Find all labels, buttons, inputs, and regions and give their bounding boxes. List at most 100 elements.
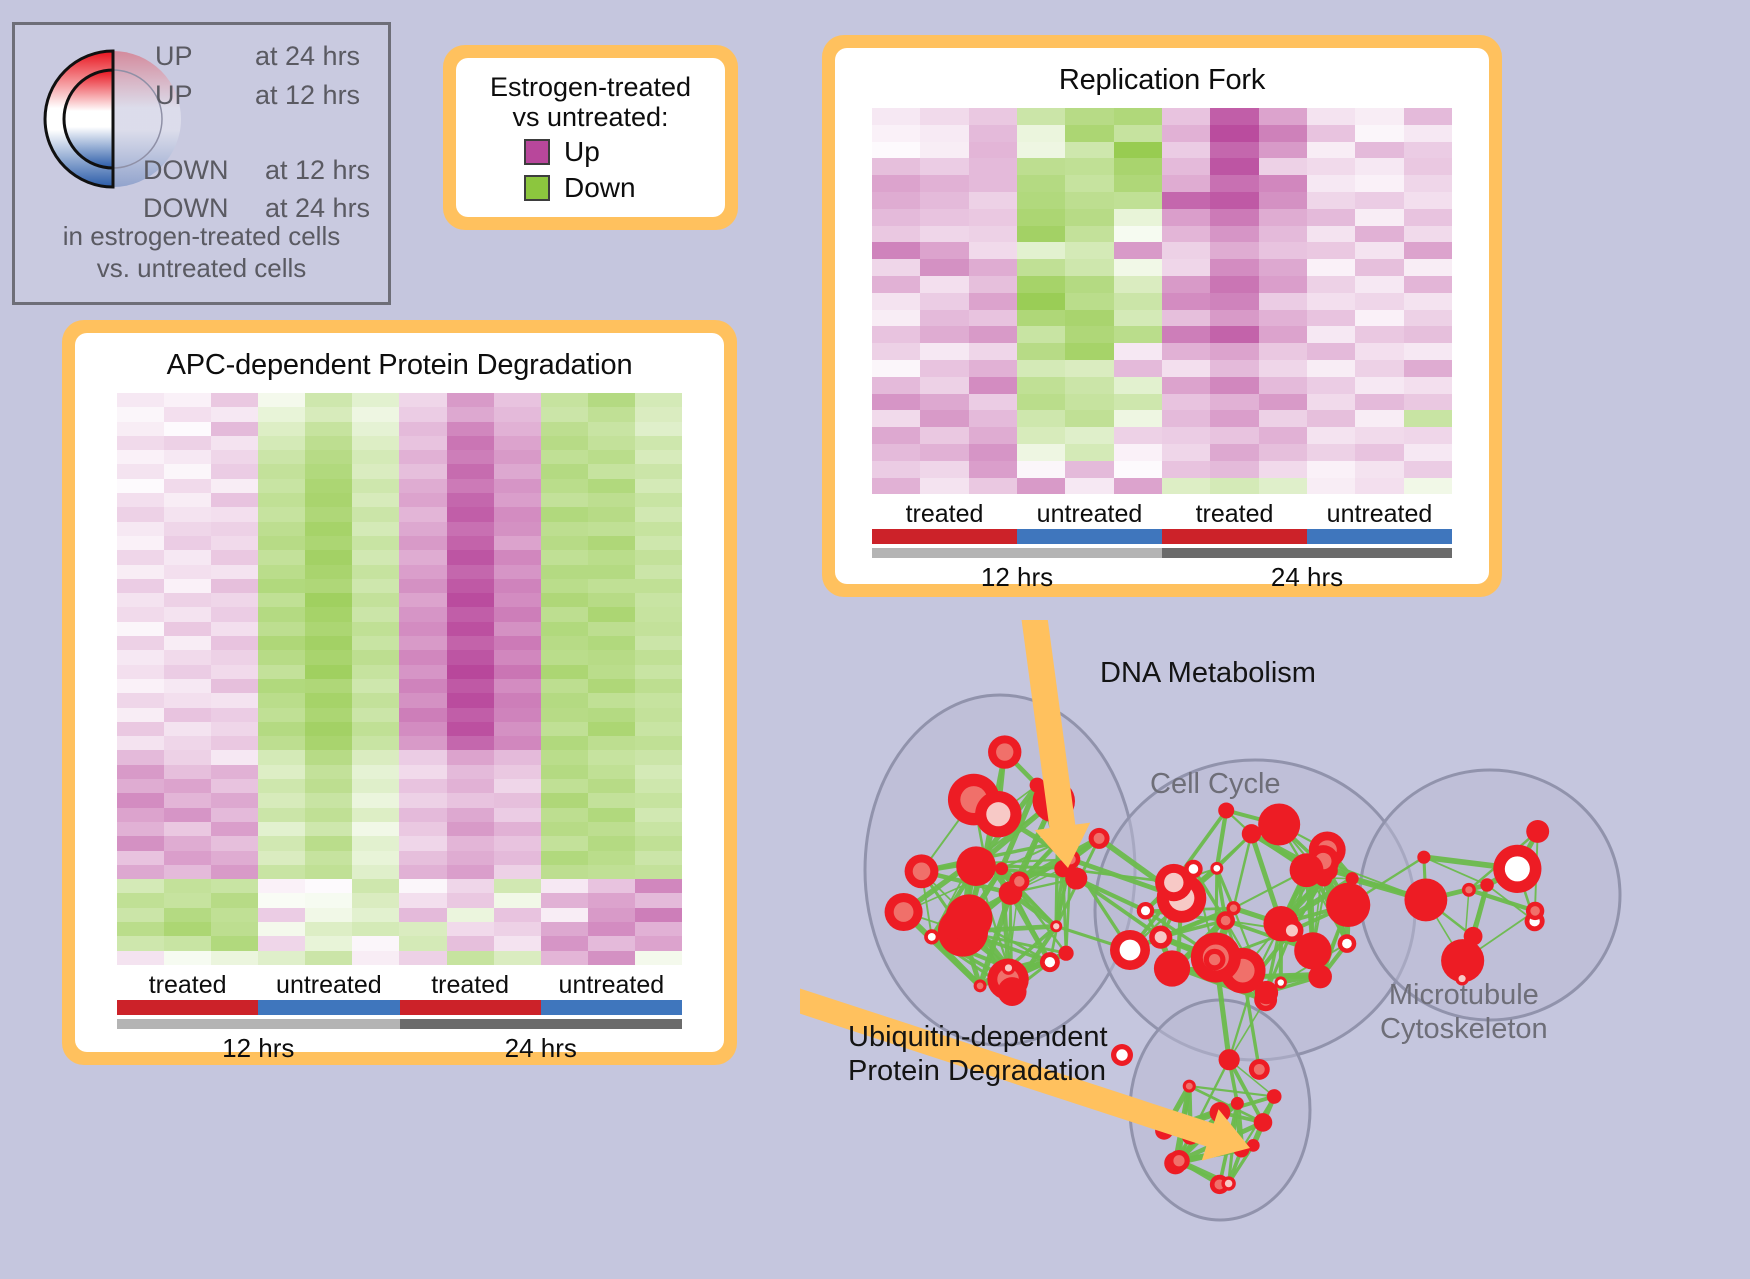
network-node[interactable] [1088,827,1110,849]
network-node[interactable] [1258,803,1301,846]
heatmap-cell [872,208,921,226]
legend-heading-line2: vs untreated: [512,102,669,133]
network-node[interactable] [1280,919,1304,943]
network-node[interactable] [1136,901,1155,920]
network-node[interactable] [1009,871,1030,892]
heatmap-cell [493,721,541,737]
heatmap-cell [258,493,306,508]
network-node[interactable] [1326,882,1371,928]
network-node[interactable] [1266,1089,1282,1104]
heatmap-cell [493,921,541,937]
heatmap-cell [446,435,494,451]
network-node[interactable] [1248,1058,1270,1080]
network-node[interactable] [1337,934,1357,953]
network-node[interactable] [1525,901,1545,921]
heatmap-cell [117,393,165,408]
network-node[interactable] [1526,819,1550,843]
heatmap-cell [493,493,541,508]
network-node[interactable] [975,791,1022,838]
heatmap-cell [920,460,969,478]
network-node[interactable] [1065,867,1088,890]
heatmap-cell [399,464,447,479]
heatmap-cell [305,821,353,837]
heatmap-cell [1065,326,1114,344]
network-node[interactable] [1182,1079,1196,1093]
heatmap-cell [1016,343,1066,360]
network-node[interactable] [1111,1044,1133,1066]
network-node[interactable] [1480,878,1494,892]
heatmap-grid [117,393,682,965]
network-node[interactable] [1203,948,1226,971]
bar-treated-12 [872,529,1017,545]
heatmap-cell [587,621,635,637]
network-node[interactable] [1039,952,1060,973]
network-node[interactable] [1221,1176,1236,1191]
network-node[interactable] [1441,939,1485,983]
heatmap-cell [587,821,635,837]
heatmap-cell [399,850,447,865]
heatmap-cell [1403,208,1452,226]
network-node[interactable] [945,894,993,942]
network-node[interactable] [1289,853,1324,888]
heatmap-cell [258,750,306,765]
network-node[interactable] [1274,976,1287,989]
heatmap-cell [305,893,353,908]
network-node[interactable] [904,854,939,889]
network-node[interactable] [884,892,923,932]
network-node[interactable] [924,929,940,945]
network-node[interactable] [1149,925,1173,949]
heatmap-cell [211,607,259,622]
network-node[interactable] [1455,971,1469,986]
heatmap-cell [493,393,541,408]
heatmap-cell [634,593,682,608]
network-node[interactable] [1417,850,1431,864]
network-node[interactable] [1110,930,1150,970]
heatmap-cell [1016,175,1066,192]
network-node[interactable] [1216,911,1235,930]
network-node[interactable] [1404,878,1448,922]
heatmap-cell [305,864,353,880]
heatmap-cell [1403,477,1452,495]
network-node[interactable] [1210,861,1224,875]
network-node[interactable] [1218,802,1235,819]
network-node[interactable] [1058,945,1074,961]
heatmap-cell [587,764,635,780]
heatmap-cell [1258,393,1307,411]
network-node[interactable] [1050,920,1063,933]
heatmap-cell [1210,477,1259,495]
network-node[interactable] [995,862,1009,876]
network-node[interactable] [1155,863,1193,902]
network-node[interactable] [1168,1149,1190,1172]
heatmap-cell [920,376,969,394]
network-node[interactable] [1254,980,1279,1005]
network-node[interactable] [1230,1096,1244,1110]
network-node[interactable] [988,735,1022,769]
heatmap-cell [493,750,541,765]
heatmap-cell [305,636,353,651]
heatmap-cell [540,607,588,622]
heatmap-cell [493,550,541,565]
network-node[interactable] [1493,844,1542,893]
network-node[interactable] [997,977,1027,1007]
network-node[interactable] [1153,950,1191,987]
heatmap-cell [968,208,1017,226]
network-node[interactable] [1029,777,1045,793]
network-node[interactable] [1308,964,1332,989]
network-node[interactable] [1001,961,1016,975]
network-node[interactable] [1253,1113,1273,1132]
heatmap-cell [493,764,541,780]
network-node[interactable] [956,846,996,887]
heatmap-cell [117,707,165,722]
network-node[interactable] [1246,1138,1260,1152]
network-node[interactable] [1461,882,1476,897]
network-node[interactable] [973,979,987,993]
network-node[interactable] [1226,901,1241,916]
network-node[interactable] [1345,872,1359,886]
heatmap-cell [352,650,400,665]
heatmap-cell [1306,275,1356,293]
network-node[interactable] [1218,1049,1240,1071]
heatmap-cell [872,259,921,276]
heatmap-cell [305,664,353,679]
network-node[interactable] [1294,932,1332,970]
network-node[interactable] [1241,824,1262,844]
